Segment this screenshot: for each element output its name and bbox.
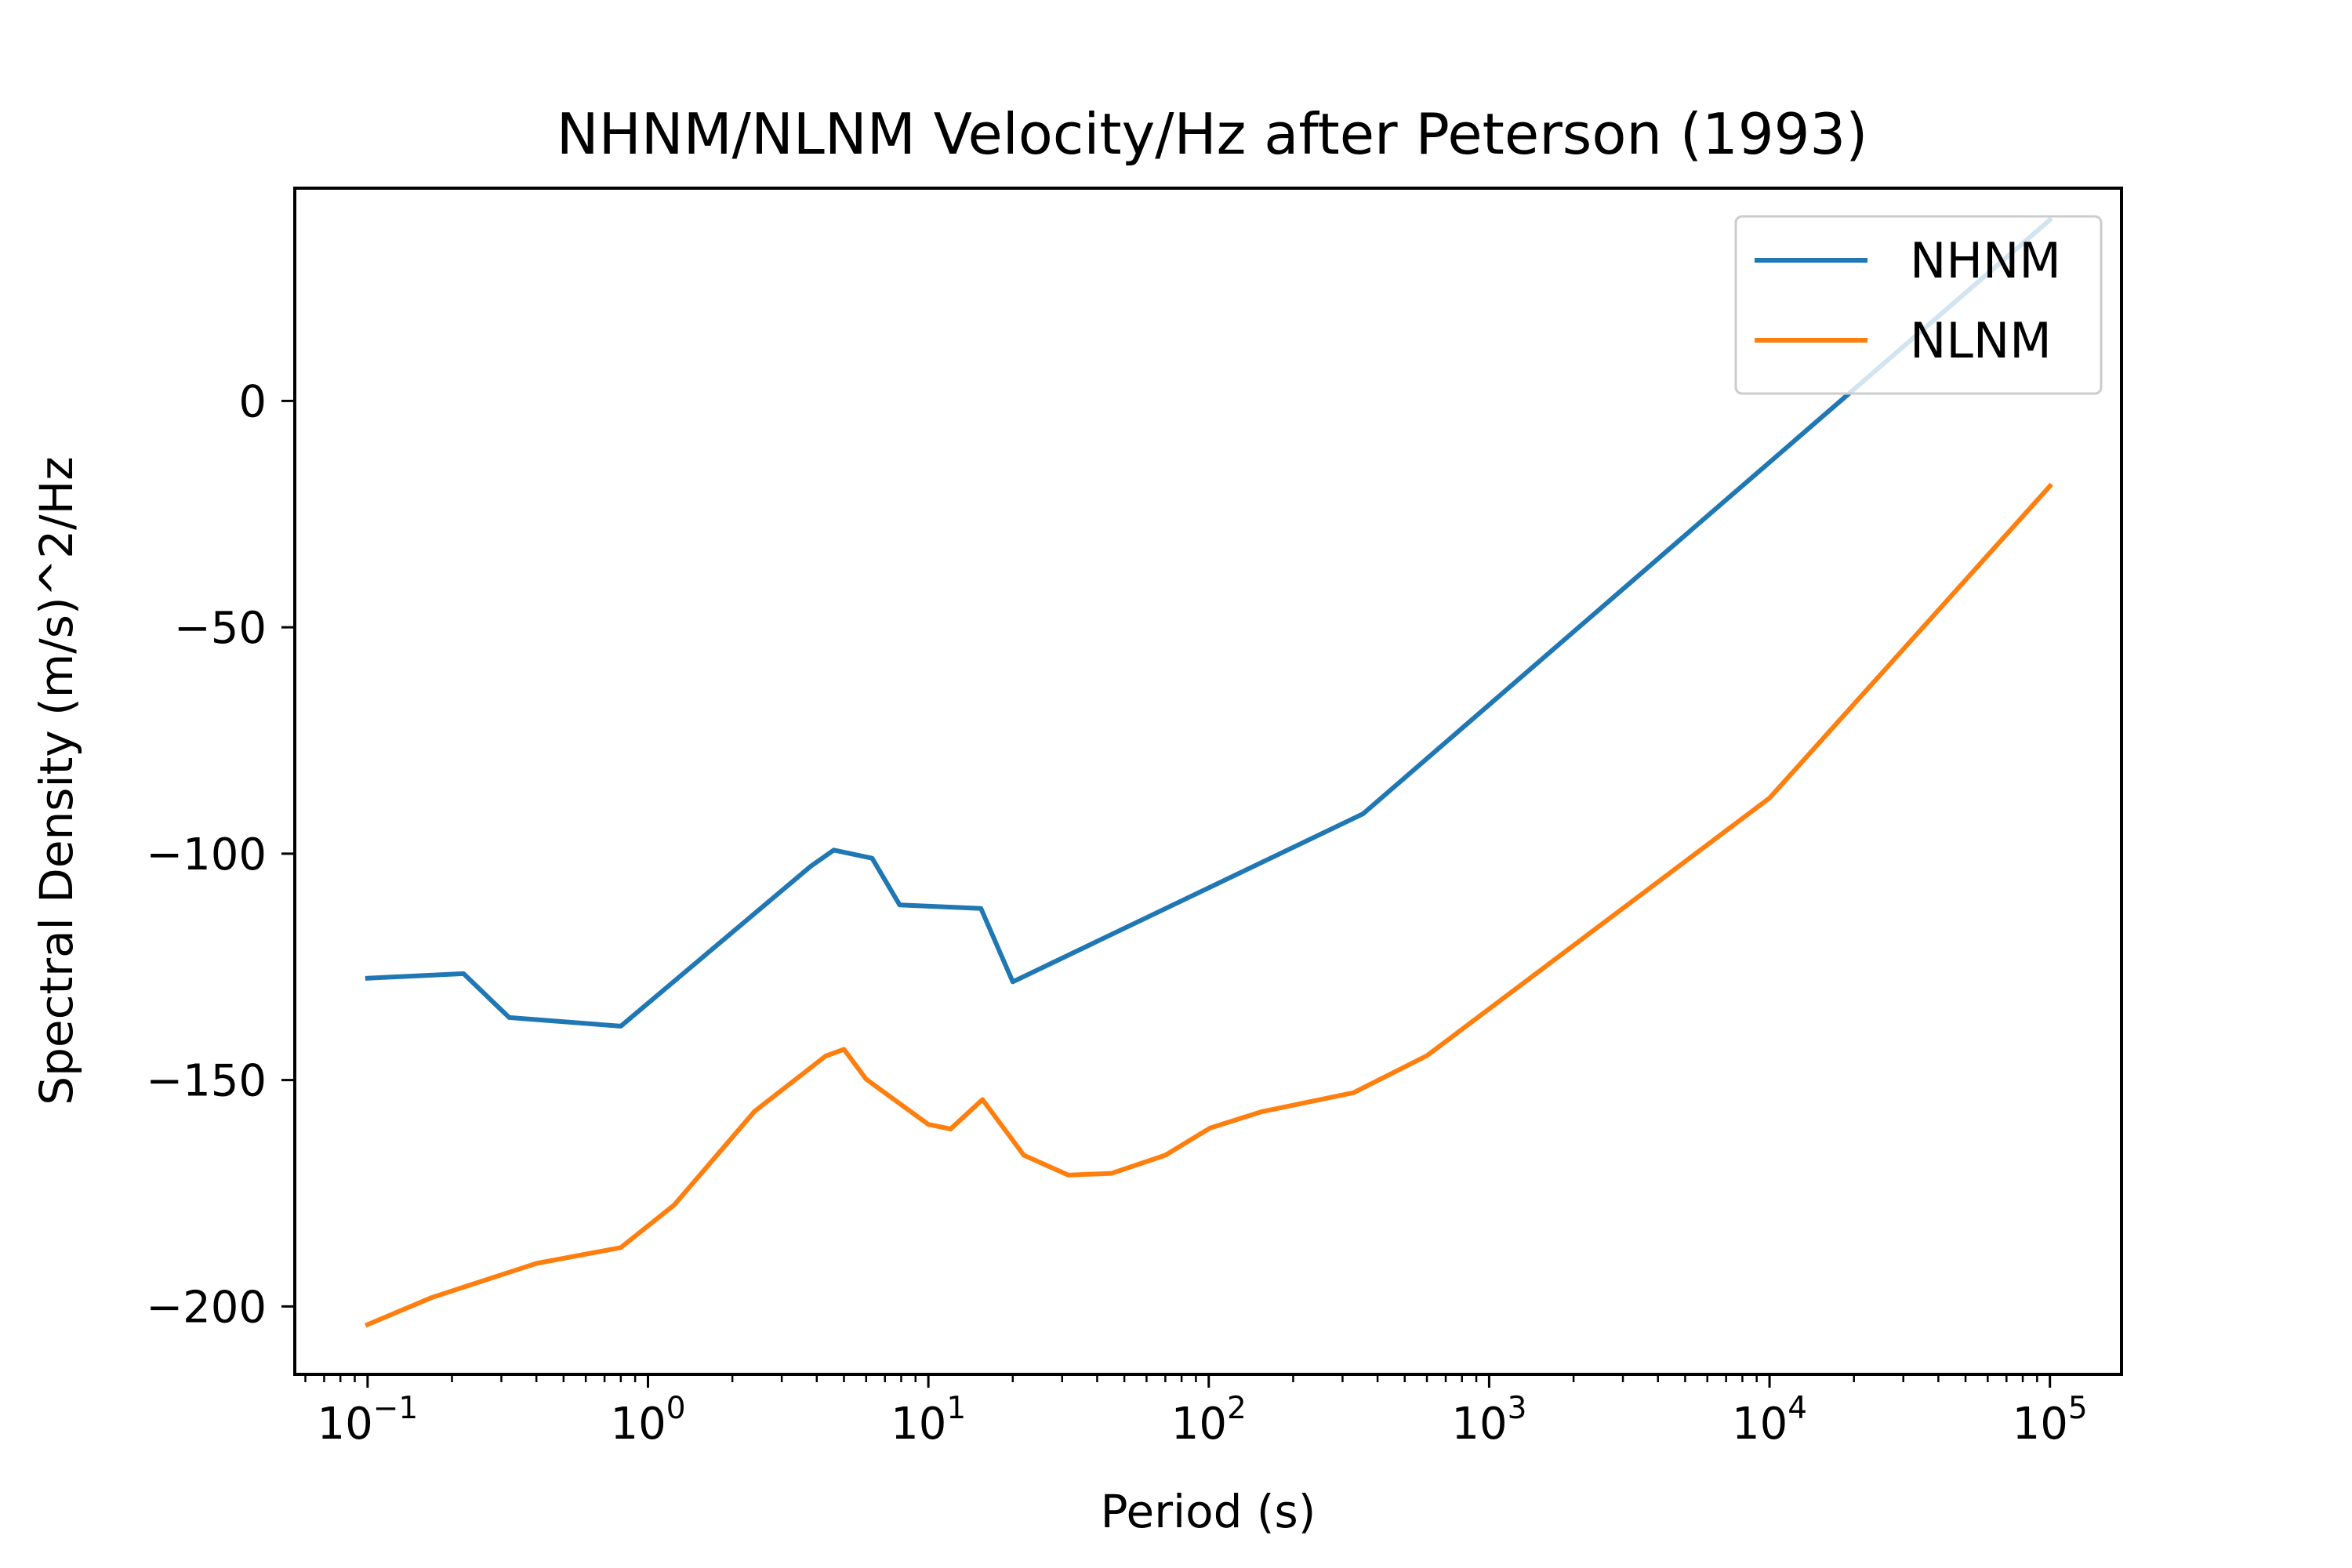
x-axis-label: Period (s) <box>1101 1485 1316 1538</box>
y-tick-label: −100 <box>146 829 267 880</box>
y-axis-label: Spectral Density (m/s)^2/Hz <box>30 456 83 1105</box>
series-line-nlnm <box>364 482 2053 1328</box>
series-line-nhnm <box>365 216 2053 1029</box>
legend: NHNM NLNM <box>1734 215 2103 395</box>
legend-label-nhnm: NHNM <box>1910 232 2061 289</box>
y-axis: 0 −50 −100 −150 −200 <box>146 376 295 1333</box>
x-tick-label: 104 <box>1732 1391 1807 1450</box>
x-tick-label: 103 <box>1451 1391 1526 1450</box>
y-tick-label: 0 <box>238 376 267 427</box>
x-tick-label: 10−1 <box>317 1391 418 1450</box>
series-layer <box>364 216 2053 1328</box>
x-tick-label: 102 <box>1171 1391 1247 1450</box>
y-tick-label: −150 <box>146 1056 267 1107</box>
x-axis: 10−1 100 101 102 103 104 105 <box>304 1374 2088 1450</box>
legend-label-nlnm: NLNM <box>1910 312 2052 369</box>
x-tick-label: 100 <box>610 1391 685 1450</box>
chart-title: NHNM/NLNM Velocity/Hz after Peterson (19… <box>557 101 1868 167</box>
y-tick-label: −50 <box>174 603 267 654</box>
x-tick-label: 101 <box>891 1391 966 1450</box>
x-tick-label: 105 <box>2013 1391 2088 1450</box>
y-tick-label: −200 <box>146 1282 267 1333</box>
